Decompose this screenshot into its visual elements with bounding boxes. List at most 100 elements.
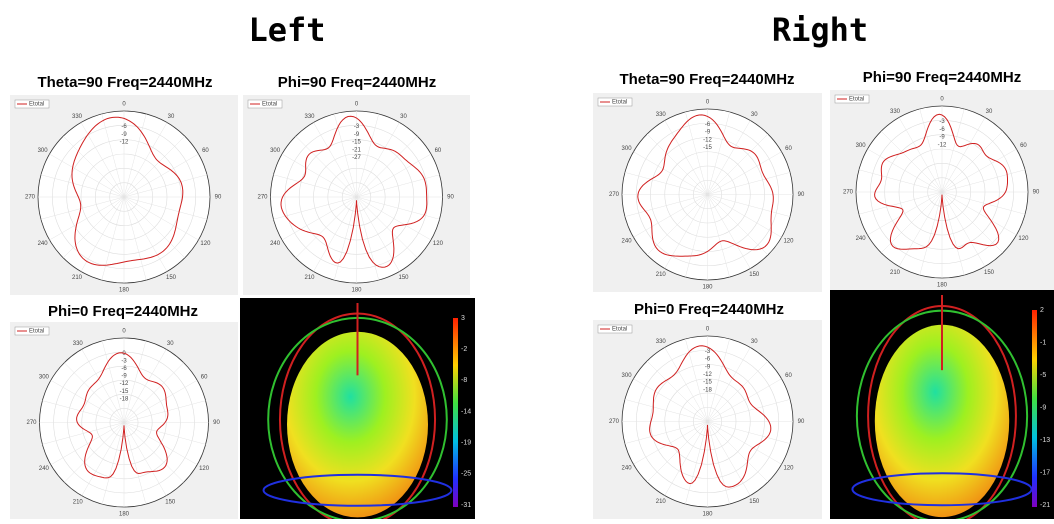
angle-label: 180 bbox=[702, 285, 713, 291]
colorbar bbox=[1032, 310, 1037, 507]
grid-spoke bbox=[356, 153, 432, 198]
grid-spoke bbox=[40, 174, 125, 198]
angle-label: 90 bbox=[447, 195, 454, 201]
grid-spoke bbox=[898, 191, 943, 267]
radial-label: -3 bbox=[705, 349, 711, 355]
angle-label: 330 bbox=[72, 114, 83, 120]
grid-spoke bbox=[707, 194, 782, 238]
grid-spoke bbox=[123, 196, 168, 272]
grid-spoke bbox=[356, 136, 418, 198]
grid-spoke bbox=[881, 131, 943, 193]
grid-spoke bbox=[858, 191, 943, 215]
angle-label: 150 bbox=[166, 275, 177, 281]
radial-label: -6 bbox=[121, 366, 127, 372]
grid-spoke bbox=[49, 196, 125, 241]
colorbar-label: -8 bbox=[461, 377, 467, 384]
grid-spoke bbox=[707, 172, 791, 195]
grid-spoke bbox=[707, 421, 791, 444]
legend-label: Etotal bbox=[29, 102, 44, 108]
grid-spoke bbox=[123, 340, 147, 423]
colorbar-label: -9 bbox=[1040, 404, 1046, 411]
radial-label: -9 bbox=[354, 132, 360, 138]
grid-spoke bbox=[707, 194, 791, 217]
grid-spoke bbox=[123, 422, 184, 483]
grid-spoke bbox=[123, 196, 199, 241]
grid-spoke bbox=[123, 196, 208, 220]
grid-spoke bbox=[867, 191, 943, 236]
angle-label: 330 bbox=[890, 109, 901, 115]
grid-spoke bbox=[123, 153, 199, 198]
angle-label: 300 bbox=[856, 143, 867, 149]
angle-label: 210 bbox=[72, 275, 83, 281]
grid-spoke bbox=[646, 360, 708, 422]
grid-spoke bbox=[941, 148, 1017, 193]
angle-label: 270 bbox=[257, 195, 268, 201]
angle-label: 270 bbox=[609, 192, 620, 198]
radial-label: -6 bbox=[939, 127, 945, 133]
grid-spoke bbox=[633, 378, 708, 422]
polar-plot: Phi=0 Freq=2440MHz Etotal 0 30 60 90 120 150 180… bbox=[593, 301, 822, 519]
grid-spoke bbox=[707, 338, 730, 422]
grid-spoke bbox=[941, 191, 1003, 253]
grid-spoke bbox=[334, 196, 357, 281]
axis-ring bbox=[851, 472, 1033, 507]
angle-label: 0 bbox=[122, 102, 126, 108]
grid-spoke bbox=[633, 421, 708, 465]
grid-spoke bbox=[858, 169, 943, 193]
radial-label: -15 bbox=[120, 389, 129, 395]
radial-label: -27 bbox=[352, 155, 361, 161]
grid-spoke bbox=[356, 196, 440, 220]
angle-label: 240 bbox=[856, 236, 867, 242]
grid-spoke bbox=[123, 349, 167, 423]
angle-label: 330 bbox=[73, 341, 84, 347]
grid-spoke bbox=[646, 421, 708, 483]
grid-spoke bbox=[356, 174, 440, 198]
polar-plot: Theta=90 Freq=2440MHz Etotal 0 30 60 90 120 150… bbox=[593, 71, 822, 292]
grid-spoke bbox=[624, 421, 708, 444]
angle-label: 330 bbox=[656, 112, 667, 118]
grid-spoke bbox=[941, 169, 1026, 193]
grid-spoke bbox=[919, 108, 943, 193]
legend-box bbox=[247, 99, 283, 109]
legend-label: Etotal bbox=[612, 327, 627, 333]
radial-label: -12 bbox=[120, 140, 129, 146]
angle-label: 60 bbox=[202, 148, 209, 154]
angle-label: 60 bbox=[435, 148, 442, 154]
grid-spoke bbox=[707, 421, 769, 483]
polar-plot: Theta=90 Freq=2440MHz Etotal 0 30 60 90 120 150… bbox=[10, 74, 238, 295]
polar-plot: Phi=90 Freq=2440MHz Etotal 0 30 60 90 120 150 18… bbox=[830, 69, 1054, 290]
grid-spoke bbox=[123, 422, 206, 445]
angle-label: 120 bbox=[433, 241, 444, 247]
legend-label: Etotal bbox=[262, 102, 277, 108]
grid-spoke bbox=[42, 400, 125, 423]
grid-spoke bbox=[707, 111, 730, 195]
colorbar-label: -1 bbox=[1040, 339, 1046, 346]
grid-spoke bbox=[63, 196, 125, 258]
grid-spoke bbox=[664, 421, 708, 496]
grid-spoke bbox=[707, 194, 769, 256]
radial-label: -3 bbox=[121, 358, 127, 364]
angle-label: 150 bbox=[984, 270, 995, 276]
legend-box bbox=[14, 326, 50, 336]
angle-label: 90 bbox=[798, 192, 805, 198]
grid-spoke bbox=[123, 422, 167, 496]
angle-label: 240 bbox=[38, 241, 49, 247]
plot-caption: Phi=0 Freq=2440MHz bbox=[634, 301, 784, 318]
radial-label: -15 bbox=[352, 140, 361, 146]
angle-label: 240 bbox=[39, 466, 50, 472]
angle-label: 210 bbox=[890, 270, 901, 276]
grid-spoke bbox=[101, 422, 125, 505]
colorbar-label: -21 bbox=[1040, 502, 1050, 509]
grid-spoke bbox=[633, 151, 708, 195]
angle-label: 30 bbox=[168, 114, 175, 120]
grid-spoke bbox=[123, 122, 168, 198]
angle-label: 150 bbox=[749, 499, 760, 505]
pattern-curve bbox=[71, 116, 184, 266]
grid-spoke bbox=[707, 421, 730, 505]
legend-label: Etotal bbox=[612, 100, 627, 106]
plot-caption: Phi=90 Freq=2440MHz bbox=[278, 74, 436, 91]
pattern-body bbox=[287, 331, 428, 518]
grid-spoke bbox=[356, 196, 418, 258]
angle-label: 180 bbox=[937, 283, 948, 289]
